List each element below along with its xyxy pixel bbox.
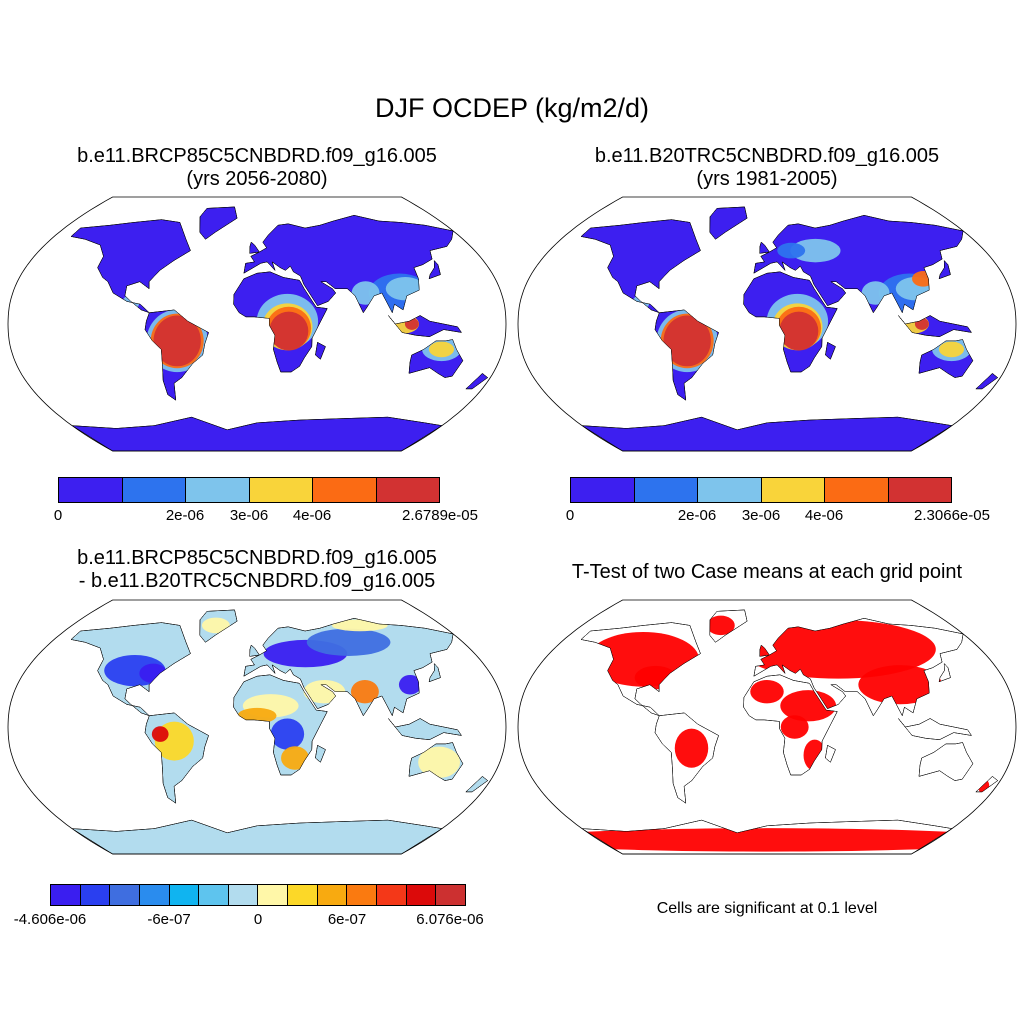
colorbar-label: -4.606e-06 bbox=[13, 911, 87, 928]
colorbar-swatch bbox=[110, 885, 140, 905]
colorbar-swatch bbox=[347, 885, 378, 905]
colorbar-label: 6e-07 bbox=[327, 911, 367, 928]
panel4-title-text: T-Test of two Case means at each grid po… bbox=[571, 561, 963, 583]
figure-title: DJF OCDEP (kg/m2/d) bbox=[374, 93, 650, 123]
colorbar-swatch bbox=[825, 478, 889, 502]
colorbar-swatch bbox=[317, 885, 348, 905]
colorbar-swatch bbox=[51, 885, 81, 905]
panel2-title: b.e11.B20TRC5CNBDRD.f09_g16.005 (yrs 198… bbox=[516, 145, 1018, 191]
colorbar-label: 6.076e-06 bbox=[416, 911, 484, 928]
panel3-title-line1: b.e11.BRCP85C5CNBDRD.f09_g16.005 bbox=[77, 547, 437, 569]
colorbar-swatch bbox=[186, 478, 250, 502]
colorbar-swatch bbox=[761, 478, 825, 502]
panel1-title-line2: (yrs 2056-2080) bbox=[186, 168, 328, 190]
colorbar-swatch bbox=[406, 885, 437, 905]
colorbar-swatch bbox=[249, 478, 313, 502]
colorbar-swatch bbox=[122, 478, 186, 502]
colorbar-label: 0 bbox=[565, 507, 575, 524]
colorbar-swatch bbox=[888, 478, 951, 502]
panel2-title-line1: b.e11.B20TRC5CNBDRD.f09_g16.005 bbox=[594, 145, 940, 167]
colorbar-label: 0 bbox=[53, 507, 63, 524]
colorbar-swatch bbox=[169, 885, 200, 905]
colorbar-label: -6e-07 bbox=[147, 911, 191, 928]
panel3-map bbox=[6, 598, 508, 856]
panel2-colorbar bbox=[570, 477, 952, 503]
panel3-colorbar-labels: -4.606e-06 -6e-07 0 6e-07 6.076e-06 bbox=[14, 911, 484, 931]
colorbar-label: 2e-06 bbox=[677, 507, 717, 524]
significance-note: Cells are significant at 0.1 level bbox=[656, 900, 878, 917]
colorbar-swatch bbox=[228, 885, 259, 905]
colorbar-label: 2.3066e-05 bbox=[914, 507, 990, 524]
colorbar-swatch bbox=[313, 478, 377, 502]
panel1-title-line1: b.e11.BRCP85C5CNBDRD.f09_g16.005 bbox=[77, 145, 437, 167]
panel4-map bbox=[516, 598, 1018, 856]
panel2-map bbox=[516, 195, 1018, 453]
colorbar-swatch bbox=[59, 478, 123, 502]
panel2-title-line2: (yrs 1981-2005) bbox=[696, 168, 838, 190]
colorbar-swatch bbox=[377, 885, 407, 905]
panel1-map bbox=[6, 195, 508, 453]
colorbar-label: 2e-06 bbox=[165, 507, 205, 524]
colorbar-swatch bbox=[199, 885, 229, 905]
colorbar-label: 4e-06 bbox=[292, 507, 332, 524]
colorbar-swatch bbox=[258, 885, 289, 905]
colorbar-label: 2.6789e-05 bbox=[402, 507, 478, 524]
colorbar-label: 3e-06 bbox=[741, 507, 781, 524]
colorbar-swatch bbox=[436, 885, 465, 905]
panel4-title: T-Test of two Case means at each grid po… bbox=[516, 561, 1018, 584]
colorbar-label: 0 bbox=[253, 911, 263, 928]
colorbar-swatch bbox=[376, 478, 439, 502]
colorbar-label: 4e-06 bbox=[804, 507, 844, 524]
colorbar-label: 3e-06 bbox=[229, 507, 269, 524]
colorbar-swatch bbox=[80, 885, 111, 905]
colorbar-swatch bbox=[139, 885, 170, 905]
panel3-colorbar bbox=[50, 884, 466, 906]
colorbar-swatch bbox=[571, 478, 635, 502]
panel2-colorbar-labels: 0 2e-06 3e-06 4e-06 2.3066e-05 bbox=[566, 507, 990, 527]
panel3-title-line2: - b.e11.B20TRC5CNBDRD.f09_g16.005 bbox=[78, 570, 436, 592]
colorbar-swatch bbox=[634, 478, 698, 502]
panel3-title: b.e11.BRCP85C5CNBDRD.f09_g16.005 - b.e11… bbox=[6, 547, 508, 593]
panel1-colorbar bbox=[58, 477, 440, 503]
panel1-title: b.e11.BRCP85C5CNBDRD.f09_g16.005 (yrs 20… bbox=[6, 145, 508, 191]
colorbar-swatch bbox=[698, 478, 762, 502]
panel1-colorbar-labels: 0 2e-06 3e-06 4e-06 2.6789e-05 bbox=[54, 507, 478, 527]
colorbar-swatch bbox=[288, 885, 318, 905]
